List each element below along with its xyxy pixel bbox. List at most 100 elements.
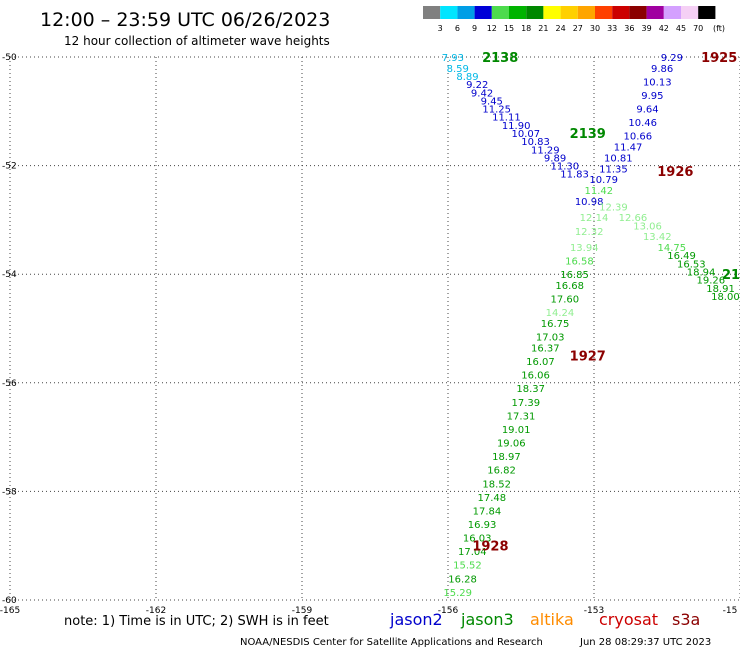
wave-height-value: 17.48 [477,493,506,504]
wave-height-value: 12.32 [575,227,604,238]
wave-height-value: 10.07 [512,129,541,140]
track-number-label: 1928 [472,540,508,555]
colorbar-swatch [681,6,699,19]
wave-height-value: 10.79 [589,175,618,186]
chart-subtitle: 12 hour collection of altimeter wave hei… [64,34,330,48]
wave-height-value: 9.42 [471,88,493,99]
colorbar-unit: (ft) [713,24,725,33]
wave-height-value: 16.28 [448,574,477,585]
wave-height-value: 14.24 [546,308,575,319]
wave-height-value: 9.22 [466,80,488,91]
colorbar-swatch [612,6,630,19]
track-number-label: 1926 [657,165,693,180]
x-tick-label: -156 [438,606,459,616]
footer-generated: Jun 28 08:29:37 UTC 2023 [579,637,711,648]
wave-height-value: 11.35 [599,164,628,175]
wave-height-value: 16.82 [487,466,516,477]
colorbar-swatch [646,6,664,19]
wave-height-value: 11.30 [550,162,579,173]
satellite-legend-item: jason3 [460,610,514,629]
wave-height-value: 10.98 [575,197,604,208]
wave-height-value: 10.81 [604,153,633,164]
wave-height-value: 13.42 [643,232,672,243]
colorbar-label: 18 [521,24,531,33]
wave-height-value: 12.66 [619,213,648,224]
colorbar-label: 15 [504,24,514,33]
colorbar-swatch [543,6,561,19]
wave-height-value: 13.94 [570,243,599,254]
wave-height-value: 18.94 [687,267,716,278]
track-number-label: 2138 [482,51,518,66]
wave-height-value: 8.89 [456,72,478,83]
wave-height-value: 10.13 [643,77,672,88]
wave-height-value: 16.93 [468,520,497,531]
x-tick-label: -165 [0,606,20,616]
y-tick-label: -54 [2,270,17,280]
colorbar-label: 6 [455,24,460,33]
wave-height-value: 9.86 [651,64,673,75]
y-tick-label: -50 [2,53,17,63]
track-labels: 2138 2139 1925 1926 1927 1928 21 [472,51,740,555]
wave-height-value: 19.06 [497,439,526,450]
wave-height-value: 11.42 [585,186,614,197]
wave-height-value: 15.29 [443,588,472,599]
footer-note: note: 1) Time is in UTC; 2) SWH is in fe… [64,614,329,629]
wave-height-value: 8.59 [447,64,469,75]
colorbar-label: 3 [438,24,443,33]
wave-height-value: 9.64 [636,105,658,116]
wave-height-value: 18.97 [492,452,521,463]
colorbar-swatch [509,6,527,19]
wave-height-value: 16.07 [526,357,555,368]
y-tick-label: -52 [2,162,17,172]
wave-height-value: 11.11 [492,113,521,124]
colorbar-swatch [577,6,595,19]
colorbar-label: 21 [538,24,548,33]
colorbar-label: 30 [590,24,600,33]
wave-height-value: 9.89 [544,153,566,164]
colorbar-label: 12 [487,24,497,33]
track-number-label: 1925 [701,51,737,66]
wave-height-value: 13.06 [633,221,662,232]
colorbar-label: 45 [676,24,686,33]
colorbar-swatch [560,6,578,19]
colorbar-swatch [423,6,441,19]
wave-height-value: 16.49 [667,251,696,262]
wave-height-value: 18.37 [516,384,545,395]
colorbar-swatch [526,6,544,19]
colorbar-swatch [440,6,458,19]
footer-credit: NOAA/NESDIS Center for Satellite Applica… [240,637,543,648]
chart-title: 12:00 – 23:59 UTC 06/26/2023 [40,9,330,31]
colorbar-label: 9 [472,24,477,33]
x-tick-label: -162 [146,606,166,616]
wave-height-value: 10.46 [628,118,657,129]
y-tick-label: -56 [2,379,17,389]
x-tick-label: -153 [584,606,604,616]
wave-height-value: 11.25 [482,105,511,116]
satellite-legend-item: jason2 [389,610,443,629]
wave-height-value: 10.66 [623,132,652,143]
wave-height-value: 16.53 [677,259,706,270]
colorbar-swatch [698,6,716,19]
colorbar-swatch [474,6,492,19]
wave-height-value: 17.84 [473,506,502,517]
wave-height-value: 17.04 [458,547,487,558]
track-number-label: 1927 [570,350,606,365]
wave-height-value: 16.37 [531,344,560,355]
wave-height-value: 16.85 [560,270,589,281]
colorbar-label: 27 [573,24,583,33]
wave-height-value: 14.75 [658,243,687,254]
colorbar-swatch [595,6,613,19]
colorbar-label: 70 [693,24,703,33]
color-scale-legend: 3 6 9 12 15 18 21 24 27 30 33 36 39 42 45 70 [423,6,716,33]
wave-height-value: 10.83 [521,137,550,148]
colorbar-label: 42 [659,24,669,33]
wave-height-value: 18.52 [482,479,511,490]
wave-height-value: 7.93 [442,53,464,64]
wave-height-value: 16.68 [555,281,584,292]
x-tick-label: -15 [723,606,738,616]
colorbar-label: 36 [624,24,634,33]
colorbar-swatch [491,6,509,19]
colorbar-swatch [629,6,647,19]
wave-height-value: 18.00 [711,292,740,303]
wave-height-value: 19.26 [696,276,725,287]
